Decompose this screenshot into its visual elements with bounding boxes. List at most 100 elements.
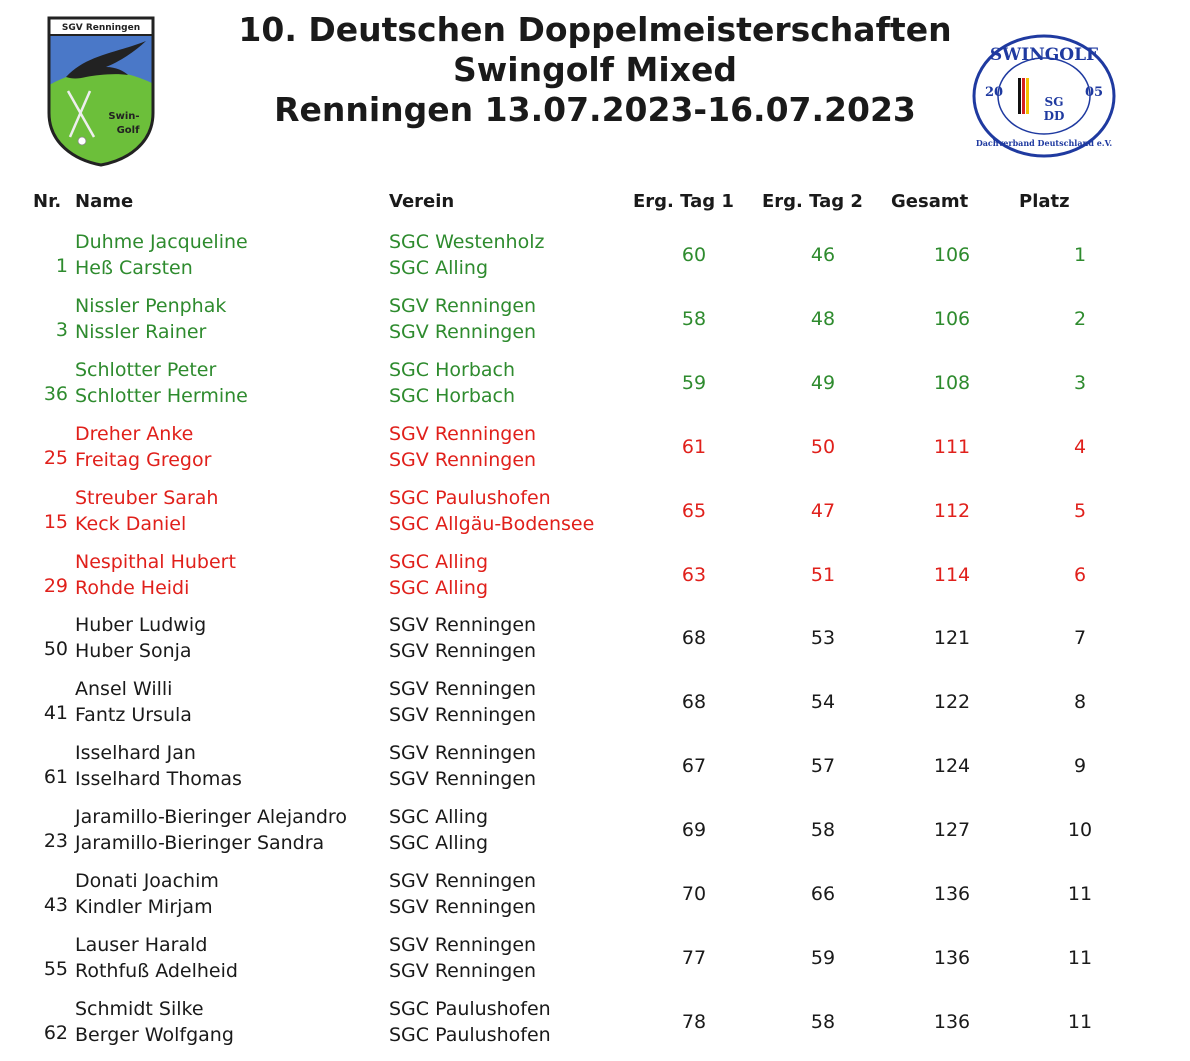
crest-club-text: SGV Renningen — [62, 23, 140, 33]
seal-year-right: 05 — [1085, 85, 1103, 100]
table-row: 1 Duhme Jacqueline Heß Carsten SGC Westenho… — [0, 225, 1190, 289]
score-day-2: 51 — [810, 563, 836, 586]
table-row: 36 Schlotter Peter Schlotter Hermine SGC Ho… — [0, 353, 1190, 417]
club-name-2: SGV Renningen — [389, 320, 537, 343]
score-total: 136 — [933, 946, 971, 969]
player-name-1: Huber Ludwig — [75, 614, 207, 637]
placement: 11 — [1067, 946, 1093, 969]
player-name-2: Rohde Heidi — [75, 576, 190, 599]
score-day-1: 68 — [681, 627, 707, 650]
score-total: 114 — [933, 563, 971, 586]
player-name-2: Jaramillo-Bieringer Sandra — [75, 832, 325, 855]
club-name-2: SGC Paulushofen — [389, 1023, 551, 1046]
header-nr: Nr. — [33, 191, 62, 212]
score-total: 127 — [933, 819, 971, 842]
score-day-1: 58 — [681, 307, 707, 330]
seal-ring-text: Dachverband Deutschland e.V. — [976, 138, 1113, 148]
player-name-1: Jaramillo-Bieringer Alejandro — [75, 806, 347, 829]
placement: 1 — [1073, 244, 1087, 266]
placement: 3 — [1073, 371, 1087, 394]
score-day-1: 65 — [681, 499, 707, 522]
player-name-1: Lauser Harald — [75, 933, 208, 956]
player-name-1: Donati Joachim — [75, 870, 219, 892]
club-name-2: SGC Alling — [389, 257, 489, 279]
score-day-1: 67 — [681, 755, 707, 778]
placement: 10 — [1067, 819, 1093, 842]
score-day-1: 60 — [681, 244, 707, 266]
title-line-1: 10. Deutschen Doppelmeisterschaften — [238, 10, 952, 49]
score-day-2: 53 — [810, 627, 836, 650]
player-name-2: Nissler Rainer — [75, 320, 207, 343]
table-row: 25 Dreher Anke Freitag Gregor SGV Renningen… — [0, 417, 1190, 481]
crest-text-1: Swin- — [108, 111, 139, 122]
club-name-1: SGV Renningen — [389, 614, 537, 637]
score-day-2: 47 — [810, 499, 836, 522]
player-name-2: Schlotter Hermine — [75, 384, 248, 407]
title-line-3: Renningen 13.07.2023-16.07.2023 — [274, 90, 916, 129]
score-day-1: 78 — [681, 1010, 707, 1033]
club-name-1: SGC Horbach — [389, 358, 516, 381]
player-name-1: Nespithal Hubert — [75, 550, 236, 573]
score-total: 111 — [933, 435, 971, 458]
score-day-2: 58 — [810, 819, 836, 842]
score-total: 106 — [933, 307, 971, 330]
player-name-1: Nissler Penphak — [75, 294, 227, 317]
placement: 11 — [1067, 883, 1093, 905]
score-day-2: 57 — [810, 755, 836, 778]
score-day-2: 49 — [810, 371, 836, 394]
score-total: 122 — [933, 691, 971, 714]
table-row: 15 Streuber Sarah Keck Daniel SGC Paulushof… — [0, 481, 1190, 545]
player-name-1: Duhme Jacqueline — [75, 231, 248, 253]
table-row: 3 Nissler Penphak Nissler Rainer SGV Rennin… — [0, 289, 1190, 353]
placement: 4 — [1073, 435, 1087, 458]
table-row: 50 Huber Ludwig Huber Sonja SGV Renningen SG… — [0, 608, 1190, 672]
club-name-2: SGV Renningen — [389, 448, 537, 471]
club-name-1: SGC Westenholz — [389, 231, 545, 253]
score-day-2: 46 — [810, 244, 836, 266]
row-number: 36 — [43, 382, 68, 405]
player-name-1: Dreher Anke — [75, 422, 194, 445]
seal-top-text: SWINGOLF — [990, 45, 1098, 65]
row-number: 41 — [43, 702, 68, 725]
club-name-2: SGC Horbach — [389, 384, 516, 407]
seal-year-left: 20 — [985, 85, 1003, 100]
club-name-1: SGC Alling — [389, 550, 489, 573]
score-day-1: 77 — [681, 946, 707, 969]
club-name-1: SGC Paulushofen — [389, 486, 551, 509]
player-name-2: Freitag Gregor — [75, 448, 212, 471]
row-number: 55 — [43, 957, 68, 980]
score-day-1: 70 — [681, 883, 707, 905]
club-name-2: SGV Renningen — [389, 959, 537, 982]
table-row: 23 Jaramillo-Bieringer Alejandro Jaramillo… — [0, 800, 1190, 864]
row-number: 1 — [55, 255, 68, 277]
club-name-1: SGC Paulushofen — [389, 997, 551, 1020]
club-name-2: SGV Renningen — [389, 704, 537, 727]
placement: 7 — [1073, 627, 1087, 650]
header-gesamt: Gesamt — [891, 191, 969, 212]
table-row: 61 Isselhard Jan Isselhard Thomas SGV Renni… — [0, 736, 1190, 800]
score-day-1: 61 — [681, 435, 707, 458]
placement: 5 — [1073, 499, 1087, 522]
crest-text-2: Golf — [117, 125, 141, 136]
placement: 8 — [1073, 691, 1087, 714]
score-day-2: 54 — [810, 691, 836, 714]
row-number: 15 — [43, 510, 68, 533]
row-number: 25 — [43, 446, 68, 469]
score-day-2: 58 — [810, 1010, 836, 1033]
player-name-1: Isselhard Jan — [75, 742, 196, 765]
score-total: 106 — [933, 244, 971, 266]
player-name-1: Streuber Sarah — [75, 486, 219, 509]
score-total: 108 — [933, 371, 971, 394]
player-name-1: Schmidt Silke — [75, 997, 204, 1020]
club-name-2: SGC Alling — [389, 576, 489, 599]
score-day-2: 50 — [810, 435, 836, 458]
header-platz: Platz — [1019, 191, 1070, 212]
row-number: 29 — [43, 574, 68, 597]
placement: 11 — [1067, 1010, 1093, 1033]
player-name-2: Keck Daniel — [75, 512, 187, 535]
club-name-1: SGV Renningen — [389, 870, 537, 892]
player-name-2: Huber Sonja — [75, 640, 192, 663]
table-row: 43 Donati Joachim Kindler Mirjam SGV Rennin… — [0, 864, 1190, 928]
header-tag2: Erg. Tag 2 — [762, 191, 863, 212]
club-name-1: SGV Renningen — [389, 678, 537, 701]
